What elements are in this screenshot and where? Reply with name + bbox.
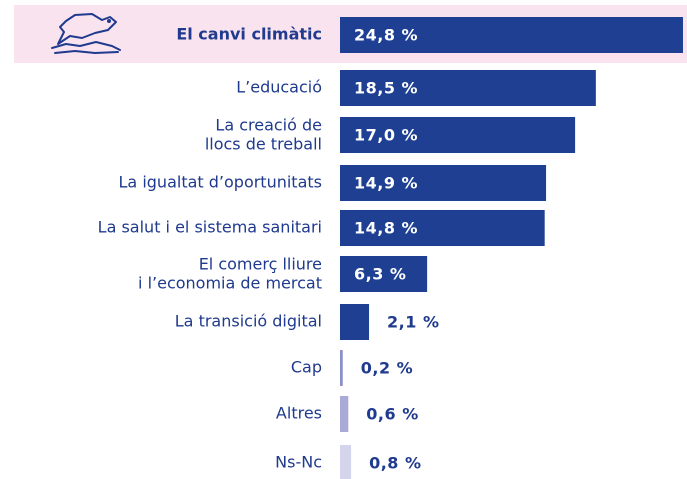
value-label: 18,5 % [354, 79, 418, 98]
bar [340, 350, 343, 386]
value-label: 0,2 % [361, 359, 413, 378]
value-label: 14,8 % [354, 219, 418, 238]
category-label: L’educació [236, 78, 322, 97]
category-label: La creació de llocs de treball [205, 115, 322, 153]
bar [340, 396, 349, 432]
value-label: 6,3 % [354, 265, 406, 284]
value-label: 14,9 % [354, 174, 418, 193]
bar [340, 256, 428, 292]
polar-bear-icon [51, 13, 121, 54]
category-label: Altres [276, 404, 322, 423]
value-label: 2,1 % [387, 313, 439, 332]
category-line: i l’economia de mercat [138, 273, 322, 292]
category-label: La transició digital [175, 312, 322, 331]
category-label: El canvi climàtic [176, 25, 322, 44]
bar [340, 304, 370, 340]
category-label: El comerç lliure i l’economia de mercat [138, 254, 322, 292]
value-label: 24,8 % [354, 26, 418, 45]
category-line: La creació de [215, 115, 322, 134]
category-label: Ns-Nc [275, 453, 322, 472]
bar [340, 165, 547, 201]
category-line: El comerç lliure [199, 254, 322, 273]
bar [340, 445, 352, 479]
category-label: Cap [291, 358, 322, 377]
value-label: 0,8 % [369, 454, 421, 473]
value-label: 17,0 % [354, 126, 418, 145]
bar [340, 70, 596, 106]
value-label: 0,6 % [366, 405, 418, 424]
bar [340, 210, 545, 246]
category-label: La salut i el sistema sanitari [98, 218, 322, 237]
category-line: llocs de treball [205, 134, 322, 153]
bar [340, 117, 576, 153]
category-label: La igualtat d’oportunitats [119, 173, 322, 192]
bar [340, 17, 683, 53]
